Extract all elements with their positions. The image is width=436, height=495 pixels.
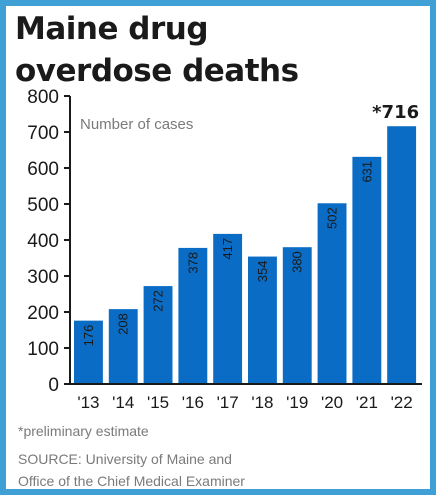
x-tick-label: '18 bbox=[251, 393, 273, 412]
bar-value-label: 380 bbox=[290, 251, 305, 273]
chart-title-line-1: Maine drug bbox=[15, 11, 209, 47]
x-tick-label: '20 bbox=[321, 393, 343, 412]
y-tick-label: 800 bbox=[27, 87, 59, 108]
y-tick-label: 400 bbox=[27, 231, 59, 252]
bar bbox=[317, 203, 347, 384]
bar-value-label: 417 bbox=[220, 238, 235, 260]
value-labels: 176 208 272 378 417 354 380 502 631 *716 bbox=[81, 102, 419, 346]
x-tick-label: '17 bbox=[217, 393, 239, 412]
bar bbox=[248, 256, 277, 384]
bar bbox=[282, 247, 312, 384]
bar bbox=[213, 233, 243, 384]
bar-value-label: 378 bbox=[185, 252, 200, 274]
x-tick-label: '15 bbox=[147, 393, 169, 412]
x-tick-label: '22 bbox=[391, 393, 413, 412]
source-line-1: SOURCE: University of Maine and bbox=[18, 451, 232, 467]
y-tick-label: 200 bbox=[27, 303, 59, 324]
y-tick-label: 500 bbox=[27, 195, 59, 216]
bar-value-label: 272 bbox=[151, 290, 166, 312]
x-tick-label: '19 bbox=[286, 393, 308, 412]
chart-card: Maine drug overdose deaths 0 100 200 300 400… bbox=[6, 6, 430, 489]
bar bbox=[352, 156, 382, 384]
y-tick-label: 0 bbox=[48, 375, 59, 396]
bar bbox=[108, 309, 138, 384]
source-line-2: Office of the Chief Medical Examiner bbox=[18, 473, 245, 489]
chart-title: Maine drug overdose deaths bbox=[15, 8, 299, 92]
y-tick-label: 100 bbox=[27, 339, 59, 360]
x-axis-ticks: '13 '14 '15 '16 '17 '18 '19 '20 '21 '22 bbox=[77, 393, 412, 412]
bar bbox=[74, 320, 103, 384]
bar-value-label: 354 bbox=[255, 261, 270, 283]
x-tick-label: '14 bbox=[112, 393, 134, 412]
chart-title-line-2: overdose deaths bbox=[15, 53, 299, 89]
bar-value-label: *716 bbox=[372, 102, 419, 123]
y-tick-label: 600 bbox=[27, 159, 59, 180]
bar-value-label: 631 bbox=[359, 161, 374, 183]
source-note: SOURCE: University of Maine and Office o… bbox=[18, 448, 245, 489]
y-axis-ticks: 0 100 200 300 400 500 600 700 800 bbox=[27, 87, 70, 396]
bar bbox=[143, 286, 173, 384]
bar-value-label: 502 bbox=[325, 207, 340, 229]
x-tick-label: '16 bbox=[182, 393, 204, 412]
footnote: *preliminary estimate bbox=[18, 423, 149, 439]
y-tick-label: 300 bbox=[27, 267, 59, 288]
x-tick-label: '21 bbox=[356, 393, 378, 412]
bars bbox=[74, 126, 417, 385]
bar bbox=[387, 126, 417, 385]
x-tick-label: '13 bbox=[77, 393, 99, 412]
chart-subtitle: Number of cases bbox=[80, 116, 193, 133]
y-tick-label: 700 bbox=[27, 123, 59, 144]
bar bbox=[178, 247, 208, 384]
bar-value-label: 208 bbox=[116, 313, 131, 335]
bar-chart: 0 100 200 300 400 500 600 700 800 176 208 272 378 41… bbox=[27, 87, 422, 412]
bar-value-label: 176 bbox=[81, 325, 96, 347]
